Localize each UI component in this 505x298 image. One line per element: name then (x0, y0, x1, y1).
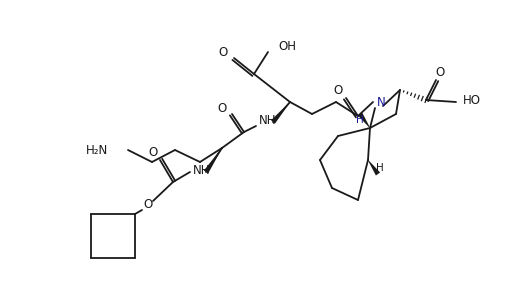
Text: O: O (218, 46, 228, 58)
Text: O: O (217, 102, 227, 114)
Text: O: O (435, 66, 444, 80)
Text: OH: OH (278, 40, 296, 52)
Text: NH: NH (193, 164, 211, 178)
Text: NH: NH (259, 114, 277, 128)
Polygon shape (358, 112, 370, 128)
Text: O: O (148, 145, 158, 159)
Text: HO: HO (463, 94, 481, 106)
Text: N: N (377, 95, 385, 108)
Polygon shape (271, 102, 290, 124)
Text: H₂N: H₂N (86, 144, 108, 156)
Polygon shape (204, 148, 222, 173)
Text: O: O (143, 198, 153, 212)
Text: H: H (376, 163, 384, 173)
Text: O: O (333, 83, 342, 97)
Text: H: H (356, 115, 364, 125)
Polygon shape (368, 160, 380, 176)
